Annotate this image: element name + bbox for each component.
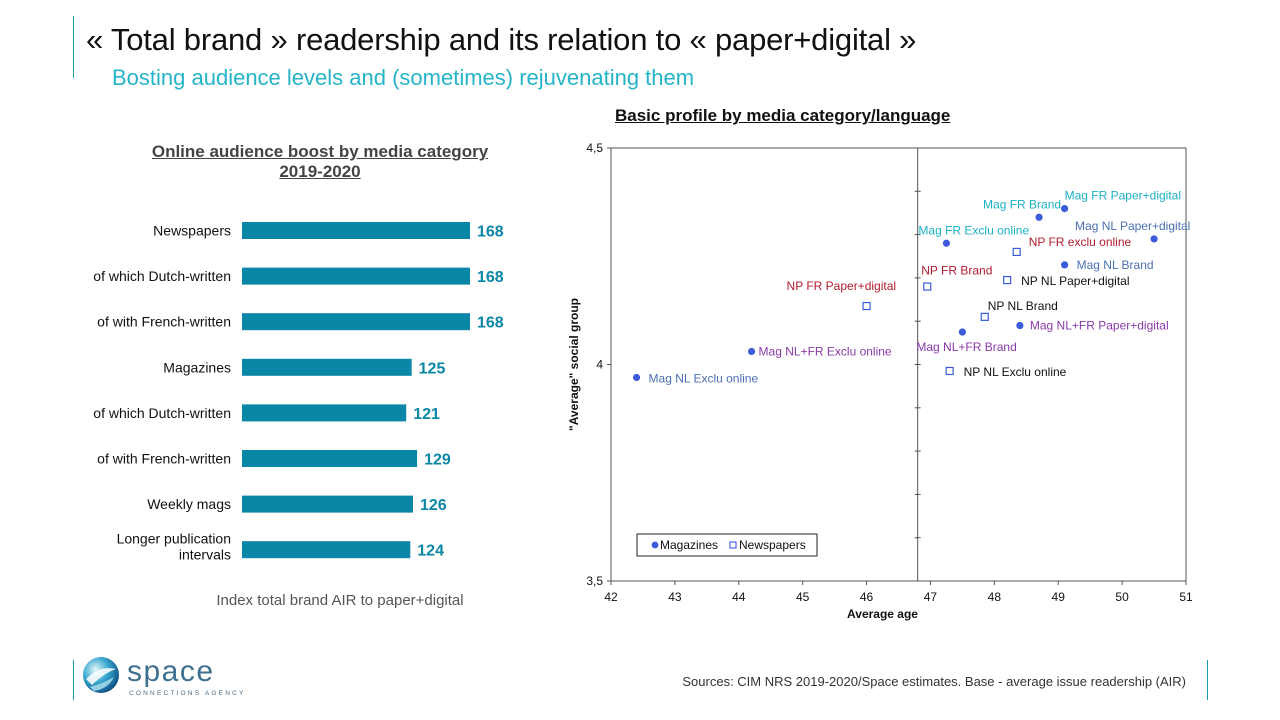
scatter-point-magazine [942, 239, 951, 247]
bar [242, 404, 407, 422]
plot-area-frame [610, 147, 1187, 582]
scatter-point-label: NP FR Brand [921, 264, 992, 278]
page-title: « Total brand » readership and its relat… [86, 22, 917, 57]
bar-value-label: 126 [420, 497, 447, 514]
bar-chart-title: Online audience boost by media category … [151, 142, 489, 181]
scatter-point-label: NP NL Brand [988, 299, 1058, 313]
bar-category-label: Newspapers [153, 223, 231, 239]
bar-category-label: Magazines [163, 359, 231, 375]
bar [242, 450, 418, 467]
legend-label-magazines: Magazines [660, 538, 718, 552]
bar-category-label: of which Dutch-written [93, 405, 231, 421]
y-tick-label: 4,5 [586, 141, 603, 155]
scatter-point-label: NP NL Exclu online [964, 365, 1067, 379]
bar [242, 313, 470, 331]
scatter-point-magazine [1061, 205, 1069, 213]
scatter-point-label: Mag NL+FR Brand [916, 340, 1016, 354]
scatter-point-label: Mag NL Brand [1077, 258, 1154, 272]
scatter-point-label: Mag NL+FR Exclu online [759, 345, 892, 359]
bar-category-label: Longer publication intervals [117, 531, 231, 563]
scatter-chart-title: Basic profile by media category/language [615, 106, 951, 125]
bar-category-label: Weekly mags [147, 496, 231, 512]
scatter-point-label: Mag NL+FR Paper+digital [1030, 319, 1169, 333]
legend-marker-newspapers [729, 541, 737, 549]
bar-chart-footnote: Index total brand AIR to paper+digital [216, 592, 464, 609]
x-tick-label: 46 [860, 590, 874, 604]
scatter-point-magazine [1016, 321, 1024, 330]
bar [242, 222, 470, 239]
scatter-point-label: NP FR exclu online [1029, 235, 1132, 249]
legend-box [636, 533, 818, 557]
scatter-point-newspaper [1003, 275, 1012, 285]
sources-note: Sources: CIM NRS 2019-2020/Space estimat… [682, 674, 1186, 689]
scatter-point-magazine [747, 347, 756, 356]
bar-chart: Newspapers 168 of which Dutch-written 168 of… [93, 222, 504, 563]
scatter-point-label: NP FR Paper+digital [787, 279, 897, 293]
bar [242, 495, 413, 513]
x-axis-title: Average age [847, 607, 918, 621]
bar-category-label: of which Dutch-written [93, 268, 231, 284]
y-tick-label: 4 [596, 358, 603, 372]
logo-wordmark: space [127, 655, 215, 688]
scatter-point-magazine [1061, 261, 1069, 269]
scatter-point-label: Mag NL Exclu online [649, 371, 759, 385]
scatter-point-label: Mag FR Paper+digital [1065, 189, 1181, 203]
scatter-point-label: Mag FR Exclu online [918, 223, 1029, 237]
scatter-point-label: Mag FR Brand [983, 197, 1061, 211]
logo-tagline: CONNECTIONS AGENCY [129, 690, 246, 697]
scatter-point-magazine [1150, 235, 1158, 243]
legend-label-newspapers: Newspapers [739, 538, 806, 552]
y-tick-label: 3,5 [586, 574, 603, 588]
bar-value-label: 168 [477, 224, 504, 241]
space-logo-graphic: space CONNECTIONS AGENCY [83, 655, 246, 697]
x-tick-label: 50 [1115, 590, 1129, 604]
y-axis-title: "Average" social group [567, 298, 581, 431]
bar [242, 267, 470, 285]
bar [242, 358, 412, 376]
scatter-chart: 42 43 44 45 46 47 48 49 50 51 3,5 4 4,5 Average age "A… [567, 141, 1193, 621]
scatter-point-newspaper [862, 301, 871, 311]
x-tick-label: 48 [988, 590, 1002, 604]
scatter-point-newspaper [1012, 247, 1021, 257]
scatter-point-magazine [958, 328, 966, 336]
bar-value-label: 168 [477, 315, 504, 332]
scatter-point-label: Mag NL Paper+digital [1075, 219, 1190, 233]
x-tick-label: 49 [1052, 590, 1066, 604]
page-subtitle: Bosting audience levels and (sometimes) … [112, 65, 695, 90]
logo-accent-bar [73, 660, 74, 700]
scatter-point-newspaper [945, 366, 954, 376]
scatter-point-newspaper [980, 312, 989, 321]
bar [242, 541, 411, 559]
bar-category-label: of with French-written [97, 451, 231, 467]
scatter-point-newspaper [923, 282, 932, 291]
legend-marker-magazines [651, 541, 659, 549]
sources-accent-bar [1207, 660, 1208, 700]
scatter-point-magazine [1035, 213, 1043, 221]
x-tick-label: 44 [732, 590, 746, 604]
x-tick-label: 42 [604, 590, 618, 604]
bar-value-label: 121 [413, 406, 440, 423]
company-logo: space CONNECTIONS AGENCY [80, 655, 250, 706]
bar-category-label: of with French-written [97, 314, 231, 330]
scatter-point-magazine [632, 373, 641, 382]
bar-value-label: 168 [477, 269, 504, 286]
x-tick-label: 45 [796, 590, 810, 604]
bar-value-label: 125 [419, 360, 446, 377]
x-tick-label: 43 [668, 590, 682, 604]
x-tick-label: 51 [1179, 590, 1193, 604]
title-accent-bar [73, 16, 74, 78]
bar-value-label: 124 [417, 543, 444, 560]
x-tick-label: 47 [924, 590, 938, 604]
bar-value-label: 129 [424, 452, 451, 469]
scatter-point-label: NP NL Paper+digital [1021, 274, 1129, 288]
